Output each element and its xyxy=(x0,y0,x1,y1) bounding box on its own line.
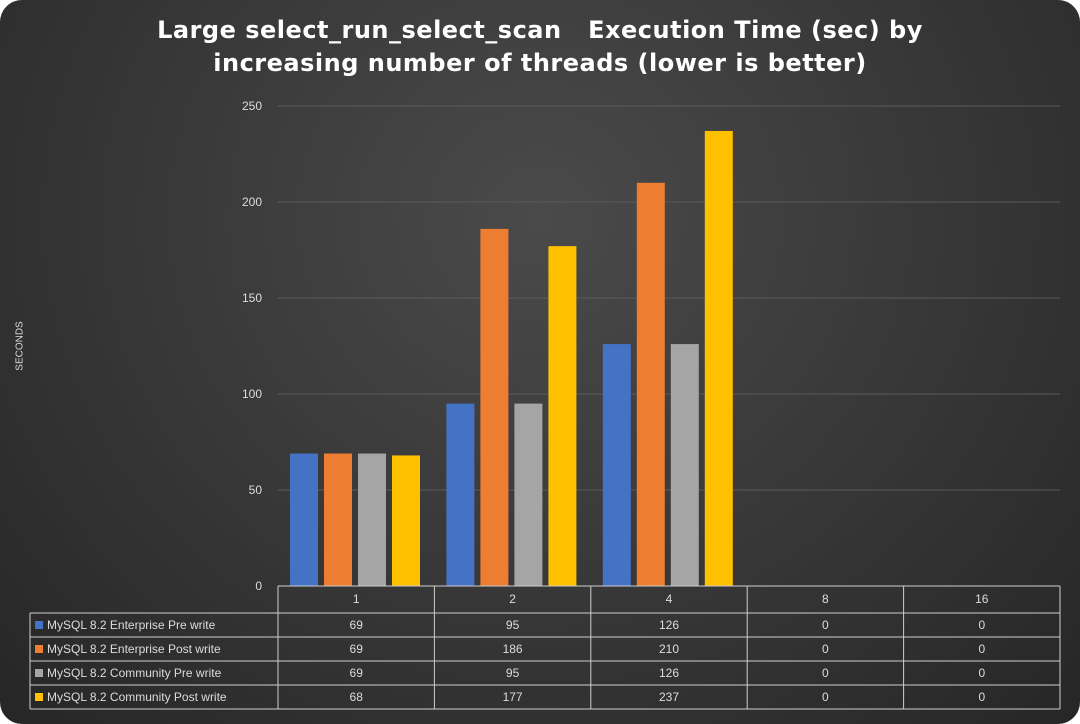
table-cell-value: 0 xyxy=(822,690,829,704)
table-cell-value: 0 xyxy=(822,666,829,680)
table-cell-value: 210 xyxy=(659,642,679,656)
x-category-label: 4 xyxy=(666,592,673,606)
legend-swatch xyxy=(35,645,43,653)
y-tick-label: 0 xyxy=(255,579,262,593)
bar-0-1 xyxy=(446,403,475,586)
bar-0-0 xyxy=(290,453,318,586)
table-cell-value: 69 xyxy=(350,618,364,632)
table-cell-value: 0 xyxy=(978,666,985,680)
x-category-label: 16 xyxy=(975,592,989,606)
legend-label: MySQL 8.2 Community Post write xyxy=(47,690,227,704)
table-cell-value: 0 xyxy=(822,642,829,656)
table-cell-value: 177 xyxy=(503,690,523,704)
chart-title: Large select_run_select_scan Execution T… xyxy=(0,14,1080,80)
y-tick-label: 150 xyxy=(242,291,262,305)
bar-0-2 xyxy=(602,344,631,586)
bar-2-2 xyxy=(670,344,699,586)
chart-title-line1: Large select_run_select_scan Execution T… xyxy=(157,16,923,44)
table-cell-value: 95 xyxy=(506,618,520,632)
table-cell-value: 0 xyxy=(978,642,985,656)
legend-label: MySQL 8.2 Community Pre write xyxy=(47,666,222,680)
table-cell-value: 69 xyxy=(350,642,364,656)
bar-2-1 xyxy=(514,403,543,586)
legend-swatch xyxy=(35,621,43,629)
y-tick-label: 100 xyxy=(242,387,262,401)
table-cell-value: 237 xyxy=(659,690,679,704)
legend-label: MySQL 8.2 Enterprise Post write xyxy=(47,642,221,656)
bar-1-1 xyxy=(480,228,509,586)
legend-swatch xyxy=(35,693,43,701)
legend-label: MySQL 8.2 Enterprise Pre write xyxy=(47,618,216,632)
chart-title-line2: increasing number of threads (lower is b… xyxy=(213,49,867,77)
table-cell-value: 0 xyxy=(822,618,829,632)
table-cell-value: 69 xyxy=(350,666,364,680)
table-cell-value: 126 xyxy=(659,618,679,632)
bar-1-2 xyxy=(636,182,665,587)
bar-3-1 xyxy=(548,246,577,586)
bar-1-0 xyxy=(324,453,352,586)
bar-2-0 xyxy=(358,453,386,586)
bar-3-2 xyxy=(704,130,733,586)
y-tick-label: 200 xyxy=(242,195,262,209)
legend-swatch xyxy=(35,669,43,677)
table-cell-value: 95 xyxy=(506,666,520,680)
table-cell-value: 68 xyxy=(350,690,364,704)
table-cell-value: 0 xyxy=(978,690,985,704)
x-category-label: 8 xyxy=(822,592,829,606)
bar-3-0 xyxy=(392,455,420,586)
table-cell-value: 186 xyxy=(503,642,523,656)
x-category-label: 1 xyxy=(353,592,360,606)
table-cell-value: 0 xyxy=(978,618,985,632)
x-category-label: 2 xyxy=(509,592,516,606)
y-tick-label: 50 xyxy=(249,483,263,497)
table-cell-value: 126 xyxy=(659,666,679,680)
y-tick-label: 250 xyxy=(242,99,262,113)
